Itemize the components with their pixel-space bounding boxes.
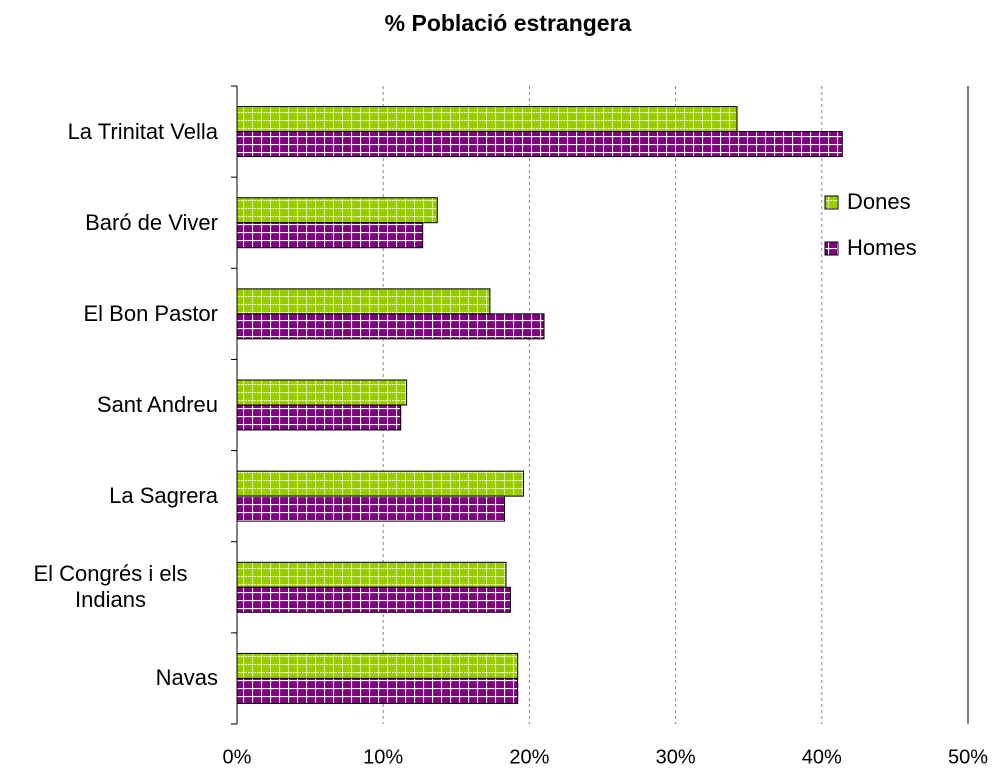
category-label: Sant Andreu	[96, 392, 218, 417]
bar	[236, 652, 519, 679]
bar	[236, 106, 738, 133]
legend-label: Dones	[847, 189, 911, 214]
bar	[236, 561, 507, 588]
x-tick-label: 50%	[948, 746, 988, 768]
legend-label: Homes	[847, 235, 917, 260]
y-tick-label: Sant Andreu	[3, 392, 218, 418]
x-tick-label: 0%	[223, 746, 252, 768]
category-label: El Bon Pastor	[83, 300, 218, 326]
chart-title: % Població estrangera	[385, 10, 632, 36]
x-tick-label: 30%	[656, 746, 696, 768]
y-tick-label: El Bon Pastor	[3, 301, 218, 327]
bar	[236, 586, 511, 613]
x-tick-label: 40%	[802, 746, 842, 768]
bar	[236, 677, 519, 704]
x-tick-label: 10%	[363, 746, 403, 768]
bar	[236, 495, 506, 522]
category-label: Baró de Viver	[85, 209, 218, 235]
y-tick-label: La Trinitat Vella	[3, 119, 218, 145]
bar	[236, 222, 424, 249]
category-label: El Congrés i els Indians	[33, 561, 188, 613]
y-tick-label: Navas	[3, 665, 218, 691]
bar	[236, 470, 525, 497]
legend-swatch	[824, 195, 839, 210]
bar	[236, 197, 438, 224]
bar	[236, 404, 402, 431]
category-label: La Sagrera	[109, 483, 218, 509]
category-label: La Trinitat Vella	[67, 118, 218, 144]
y-tick-label: Baró de Viver	[3, 210, 218, 236]
category-label: Navas	[155, 665, 218, 691]
legend-swatch	[824, 241, 839, 256]
bar	[236, 313, 545, 340]
x-tick-label: 20%	[509, 746, 549, 768]
bar	[236, 131, 843, 158]
bar	[236, 379, 408, 406]
bar	[236, 288, 491, 315]
y-tick-label: El Congrés i els Indians	[3, 561, 218, 613]
y-tick-label: La Sagrera	[3, 483, 218, 509]
